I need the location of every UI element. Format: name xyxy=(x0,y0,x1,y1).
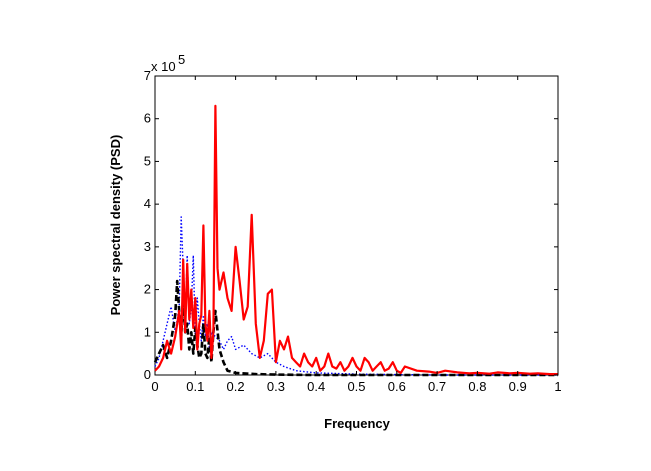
x-tick-label: 0.8 xyxy=(468,379,486,394)
y-scale-exponent: 5 xyxy=(178,52,185,67)
x-tick-label: 0.7 xyxy=(428,379,446,394)
series-line-2 xyxy=(153,279,558,377)
x-axis-ticks: 0 0.1 0.2 0.3 0.4 0.5 0.6 0.7 0.8 0.9 1 xyxy=(151,76,562,394)
series-line-1 xyxy=(154,216,558,376)
x-tick-label: 0.4 xyxy=(307,379,325,394)
x-axis-label: Frequency xyxy=(324,416,391,431)
y-axis-ticks: 0 1 2 3 4 5 6 7 xyxy=(144,68,558,382)
y-scale-label: x 10 xyxy=(151,59,176,74)
y-tick-label: 5 xyxy=(144,153,151,168)
x-tick-label: 0.1 xyxy=(186,379,204,394)
y-tick-label: 2 xyxy=(144,282,151,297)
x-tick-label: 0.2 xyxy=(227,379,245,394)
series-line-3 xyxy=(154,104,558,376)
plot-area xyxy=(154,75,559,376)
y-tick-label: 0 xyxy=(144,367,151,382)
x-tick-label: 0.5 xyxy=(347,379,365,394)
x-tick-label: 1 xyxy=(554,379,561,394)
y-tick-label: 4 xyxy=(144,196,151,211)
x-tick-label: 0.6 xyxy=(388,379,406,394)
x-tick-label: 0.9 xyxy=(509,379,527,394)
series-layer xyxy=(153,104,558,377)
y-tick-label: 7 xyxy=(144,68,151,83)
y-tick-label: 1 xyxy=(144,324,151,339)
x-tick-label: 0 xyxy=(151,379,158,394)
y-tick-label: 6 xyxy=(144,111,151,126)
x-tick-label: 0.3 xyxy=(267,379,285,394)
y-axis-label: Power spectral density (PSD) xyxy=(108,135,123,316)
y-tick-label: 3 xyxy=(144,239,151,254)
